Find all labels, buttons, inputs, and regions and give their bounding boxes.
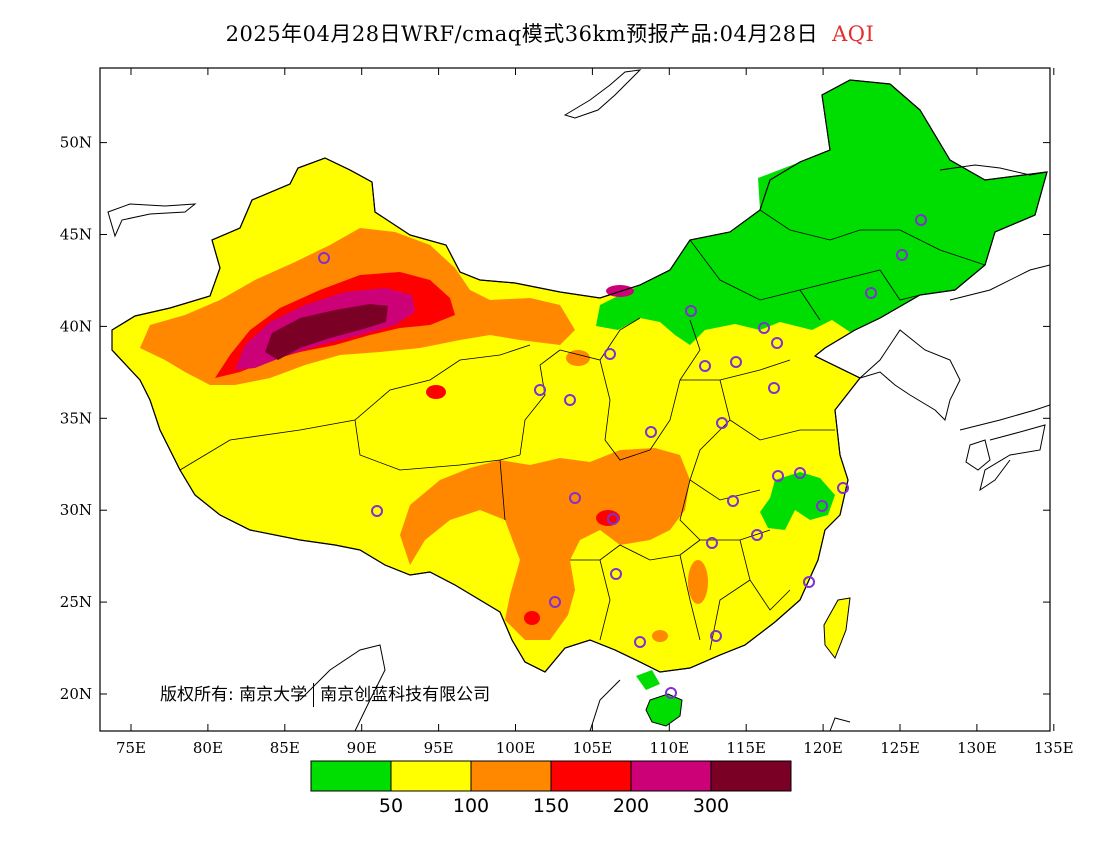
city-marker [710, 630, 722, 642]
city-marker [549, 596, 561, 608]
orange-patch-gansu [566, 350, 590, 366]
neighbor-coastlines [107, 69, 1050, 731]
city-marker [730, 356, 742, 368]
legend-label: 300 [693, 795, 729, 817]
city-marker [771, 337, 783, 349]
legend-label: 150 [533, 795, 569, 817]
city-marker [665, 687, 677, 699]
plot-frame [99, 67, 1051, 732]
city-marker [837, 482, 849, 494]
copyright-owner-2: 南京创蓝科技有限公司 [320, 685, 491, 705]
lon-tick-label: 125E [880, 739, 920, 757]
lat-tick-label: 45N [60, 226, 92, 244]
lon-tick-label: 85E [270, 739, 300, 757]
southwest-orange-region [400, 448, 690, 640]
lon-tick-label: 130E [957, 739, 997, 757]
city-marker [534, 384, 546, 396]
longitude-axis: 75E 80E 85E 90E 95E 100E 105E 110E 115E 120E 125E 1… [116, 68, 1074, 757]
legend-swatch [550, 760, 632, 792]
legend-swatch [390, 760, 472, 792]
city-marker [803, 576, 815, 588]
map-title: 2025年04月28日WRF/cmaq模式36km预报产品:04月28日 AQI [0, 18, 1100, 48]
copyright-owner-1: 版权所有: 南京大学 [160, 685, 308, 705]
city-marker [768, 382, 780, 394]
copyright-notice: 版权所有: 南京大学 南京创蓝科技有限公司 [160, 680, 490, 707]
lon-tick-label: 100E [496, 739, 536, 757]
copyright-separator [313, 683, 315, 707]
city-markers [318, 214, 927, 699]
city-marker [751, 529, 763, 541]
orange-patch-east [688, 560, 708, 604]
legend-swatch [310, 760, 392, 792]
lon-tick-label: 80E [193, 739, 223, 757]
lat-tick-label: 40N [60, 317, 92, 335]
lat-tick-label: 35N [60, 409, 92, 427]
east-green-patch [760, 472, 835, 530]
lon-tick-label: 75E [116, 739, 146, 757]
hainan-island [645, 693, 683, 727]
title-text: 2025年04月28日WRF/cmaq模式36km预报产品:04月28日 [225, 22, 819, 46]
city-marker [865, 287, 877, 299]
city-marker [607, 513, 619, 525]
taiwan-island [823, 597, 851, 660]
red-hotspot-yunnan [524, 611, 540, 625]
map-layers [107, 69, 1050, 731]
city-marker [564, 394, 576, 406]
lon-tick-label: 110E [650, 739, 690, 757]
city-marker [896, 249, 908, 261]
city-marker [318, 252, 330, 264]
city-marker [706, 537, 718, 549]
title-variable: AQI [832, 22, 875, 46]
city-marker [772, 470, 784, 482]
city-marker [699, 360, 711, 372]
lon-tick-label: 120E [803, 739, 843, 757]
lon-tick-label: 90E [347, 739, 377, 757]
legend-label: 200 [613, 795, 649, 817]
city-marker [716, 417, 728, 429]
country-outline [111, 79, 1048, 673]
lat-tick-label: 20N [60, 685, 92, 703]
city-marker [371, 505, 383, 517]
city-marker [569, 492, 581, 504]
lat-tick-label: 30N [60, 501, 92, 519]
city-marker [604, 348, 616, 360]
city-marker [610, 568, 622, 580]
city-marker [915, 214, 927, 226]
legend-label: 100 [453, 795, 489, 817]
legend-label: 50 [379, 795, 403, 817]
city-marker [645, 426, 657, 438]
hainan-green-patch [636, 670, 660, 690]
legend-swatch [470, 760, 552, 792]
northeast-green-region [596, 80, 1047, 345]
lon-tick-label: 135E [1034, 739, 1074, 757]
lat-tick-label: 50N [60, 134, 92, 152]
northwest-maroon-core [265, 304, 388, 360]
lon-tick-label: 105E [573, 739, 613, 757]
city-marker [758, 322, 770, 334]
aqi-legend: 50 100 150 200 300 [310, 760, 792, 817]
lon-tick-label: 115E [726, 739, 766, 757]
city-marker [794, 467, 806, 479]
lon-tick-label: 95E [424, 739, 454, 757]
red-hotspot-tibet [426, 385, 446, 399]
legend-swatch [630, 760, 712, 792]
city-marker [727, 495, 739, 507]
lat-tick-label: 25N [60, 593, 92, 611]
city-marker [634, 636, 646, 648]
orange-patch-south [652, 630, 668, 642]
city-marker [685, 305, 697, 317]
legend-swatch [710, 760, 792, 792]
latitude-axis: 20N 25N 30N 35N 40N 45N 50N [60, 134, 1050, 703]
city-marker [816, 500, 828, 512]
